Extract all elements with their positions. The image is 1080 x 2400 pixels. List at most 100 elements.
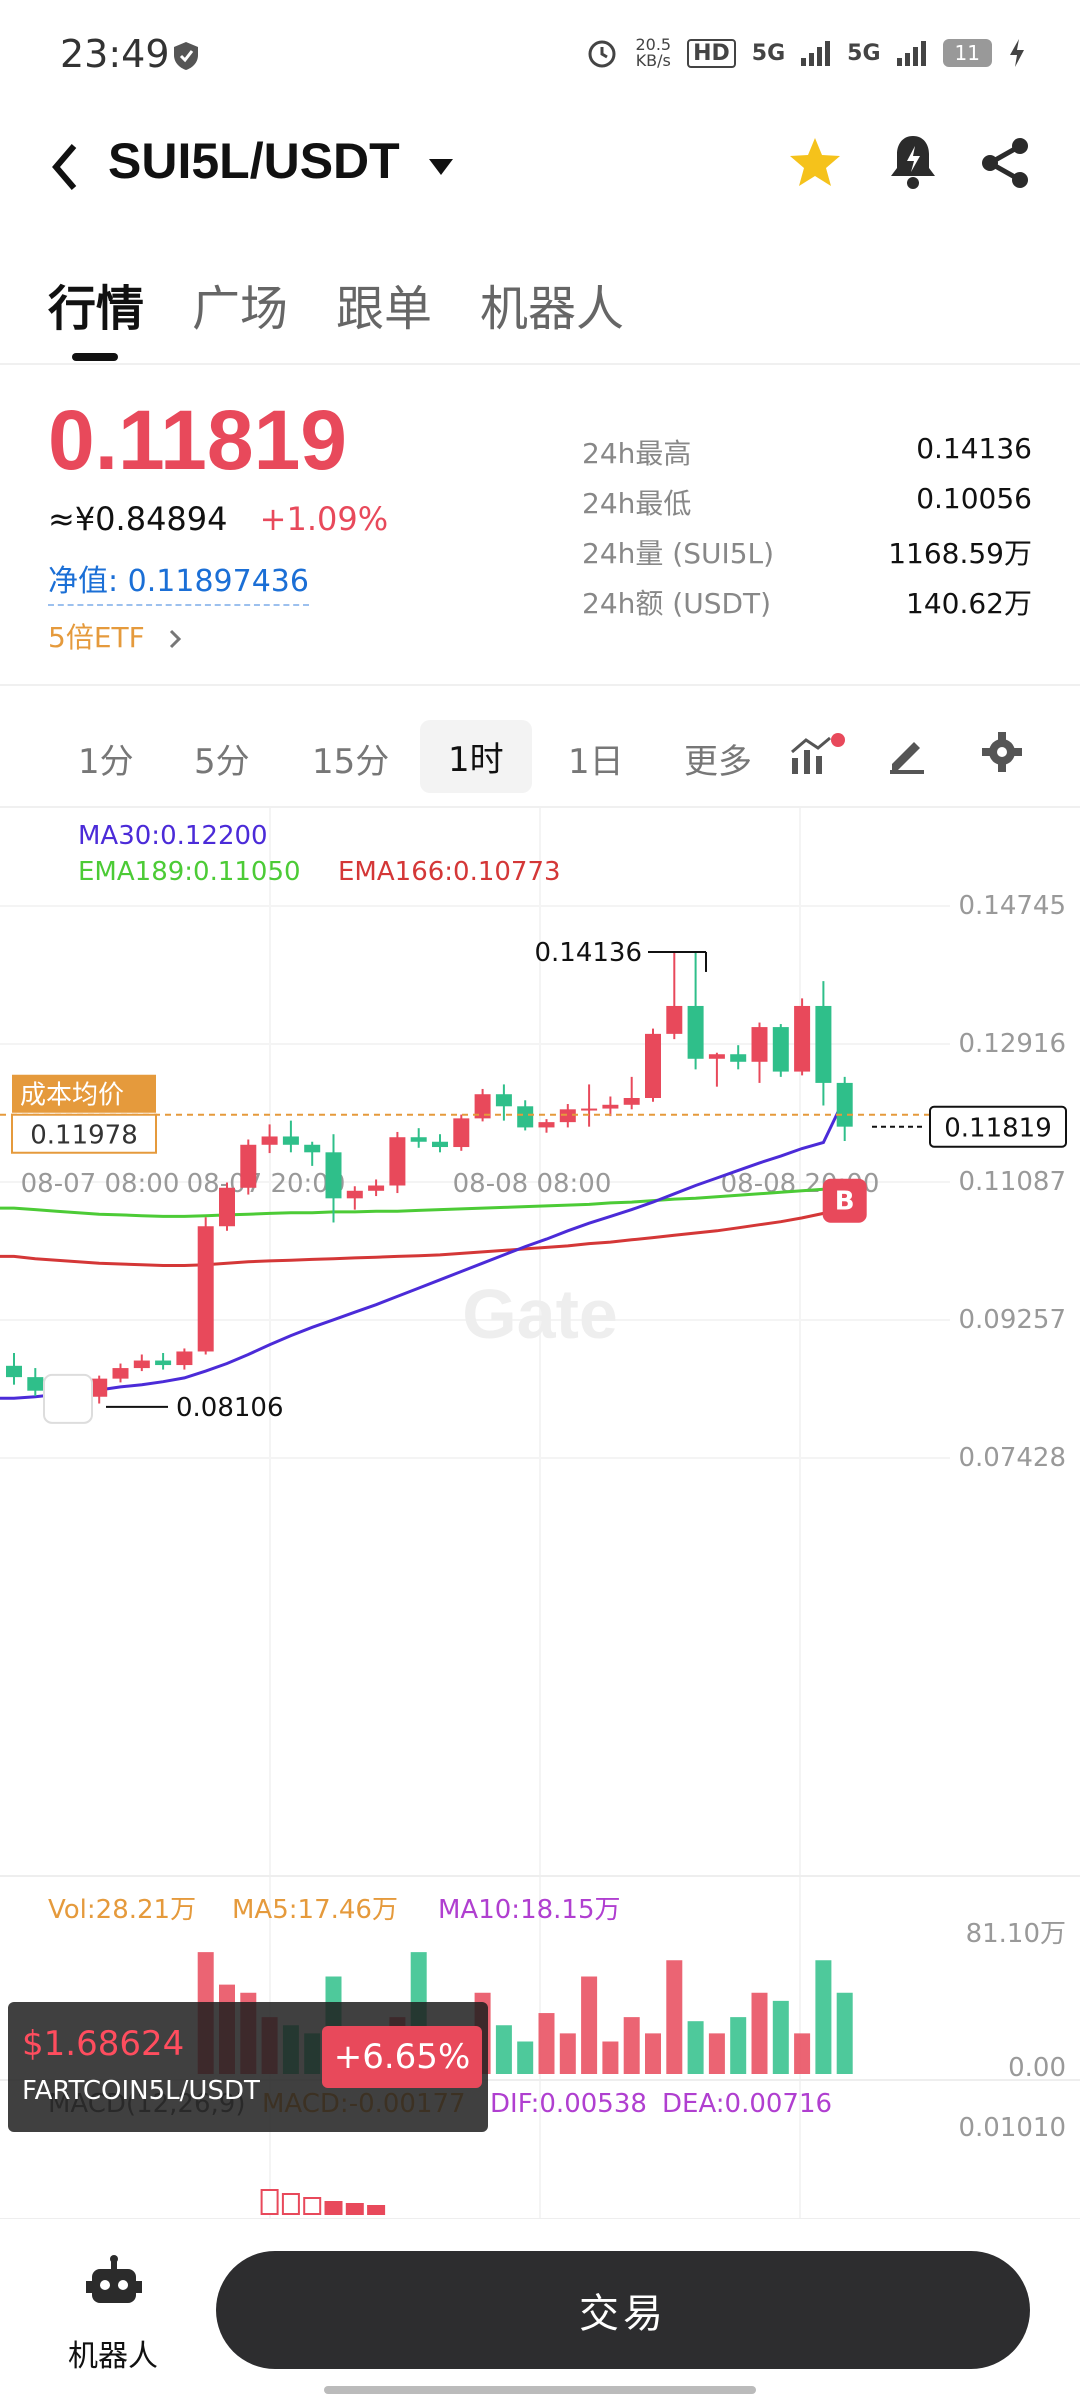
floating-price: $1.68624: [22, 2024, 185, 2064]
volume-bar: [794, 2033, 811, 2074]
volume-bar: [772, 2000, 789, 2074]
candle-body: [261, 1136, 278, 1145]
indicator-icon[interactable]: [790, 732, 846, 776]
interval-bar: 1分 5分 15分 1时 1日 更多: [0, 702, 1080, 802]
ema166-label: EMA166:0.10773: [338, 857, 561, 887]
candle-body: [517, 1106, 534, 1128]
candle-body: [325, 1152, 342, 1199]
tab-copy-trade[interactable]: 跟单: [336, 281, 433, 337]
volume-bar: [687, 2021, 704, 2074]
status-bar: 23:49 20.5 KB/s HD 5G 5G 11: [0, 0, 1080, 112]
robot-icon[interactable]: [86, 2255, 142, 2311]
candle-body: [112, 1368, 129, 1379]
vol-axis-top: 81.10万: [966, 1919, 1066, 1949]
back-arrow-icon[interactable]: [46, 140, 82, 194]
etf-link[interactable]: 5倍ETF: [48, 616, 182, 656]
candle-body: [240, 1144, 257, 1188]
hd-badge: HD: [687, 38, 736, 68]
macd-axis-top: 0.01010: [958, 2113, 1066, 2143]
dropdown-caret-icon[interactable]: [426, 156, 456, 178]
tab-market[interactable]: 行情: [48, 281, 145, 337]
chart-grid: [0, 808, 950, 2218]
pair-title[interactable]: SUI5L/USDT: [108, 133, 400, 189]
candle-body: [836, 1082, 853, 1127]
gear-icon[interactable]: [980, 730, 1024, 774]
stat-label: 24h最低: [582, 487, 692, 520]
price-tick: 0.09257: [958, 1305, 1066, 1335]
stat-value: 0.14136: [916, 432, 1032, 465]
candle-body: [495, 1094, 512, 1107]
interval-1m[interactable]: 1分: [78, 742, 134, 782]
cost-label-box: [12, 1074, 156, 1113]
volume-bar: [645, 2033, 661, 2074]
candle-body: [410, 1137, 427, 1142]
floating-pair: FARTCOIN5L/USDT: [22, 2076, 260, 2106]
cny-price: ≈¥0.84894: [48, 500, 228, 538]
price-tick: 0.11087: [958, 1167, 1066, 1197]
signal-bars-icon: [801, 41, 831, 66]
candle-body: [623, 1097, 640, 1105]
price-tick: 0.07428: [958, 1443, 1066, 1473]
share-icon[interactable]: [980, 136, 1032, 190]
candle-body: [346, 1190, 363, 1199]
dif-value: DIF:0.00538: [490, 2089, 647, 2119]
candle-body: [687, 1005, 704, 1059]
volume-bar: [666, 1960, 683, 2074]
stat-value: 0.10056: [916, 482, 1032, 515]
current-price-label: 0.11819: [944, 1114, 1052, 1144]
volume-bar: [559, 2033, 576, 2074]
candle-body: [6, 1365, 22, 1378]
stat-label: 24h最高: [582, 437, 692, 470]
tab-robot[interactable]: 机器人: [480, 281, 625, 337]
candle-body: [794, 1005, 811, 1072]
battery-icon: 11: [942, 39, 992, 67]
interval-1h[interactable]: 1时: [420, 720, 532, 793]
interval-5m[interactable]: 5分: [194, 742, 250, 782]
floating-ticker[interactable]: $1.68624 FARTCOIN5L/USDT +6.65%: [8, 2002, 488, 2132]
last-price: 0.11819: [48, 393, 348, 487]
home-indicator: [324, 2386, 756, 2394]
tab-underline: [72, 353, 118, 361]
macd-bar: [345, 2203, 364, 2215]
annotations: 0.14136 0.08106 成本均价 0.11978 0.11819 B: [0, 938, 1067, 1424]
main-tabs: 行情 广场 跟单 机器人: [0, 255, 1080, 365]
shield-icon: [174, 42, 198, 70]
expand-icon: [43, 1373, 93, 1424]
time-tick: 08-07 08:00: [21, 1169, 180, 1199]
header: SUI5L/USDT: [0, 112, 1080, 222]
alert-bell-icon[interactable]: [886, 132, 940, 192]
candle-body: [772, 1027, 789, 1072]
candle-body: [538, 1122, 555, 1128]
volume-bar: [602, 2041, 619, 2074]
candles: [6, 951, 853, 1407]
stat-label: 24h量 (SUI5L): [582, 537, 775, 570]
candle-body: [155, 1360, 172, 1366]
interval-15m[interactable]: 15分: [312, 742, 390, 782]
candle-body: [432, 1141, 448, 1148]
signal-2: 5G: [847, 40, 881, 66]
stat-row: 24h最低 0.10056: [582, 482, 1032, 532]
star-icon[interactable]: [786, 134, 844, 192]
nav-value[interactable]: 净值: 0.11897436: [48, 556, 309, 606]
buy-marker: [822, 1178, 867, 1223]
charging-icon: [1010, 39, 1024, 67]
signal-bars-icon: [896, 41, 926, 66]
status-icons: 20.5 KB/s HD 5G 5G 11: [585, 36, 1026, 70]
interval-1d[interactable]: 1日: [568, 742, 624, 782]
stat-row: 24h额 (USDT) 140.62万: [582, 582, 1032, 632]
ma30-label: MA30:0.12200: [78, 821, 268, 851]
buy-marker-label: B: [835, 1187, 855, 1217]
interval-more[interactable]: 更多: [684, 742, 752, 782]
price-sub-row: ≈¥0.84894 +1.09%: [48, 500, 388, 538]
vol-label: Vol:28.21万: [48, 1895, 196, 1925]
ema189-label: EMA189:0.11050: [78, 857, 301, 887]
trade-button[interactable]: 交易: [216, 2251, 1030, 2369]
draw-tool-icon[interactable]: [886, 732, 928, 774]
volume-bar: [730, 2017, 747, 2074]
tab-square[interactable]: 广场: [192, 281, 289, 337]
volume-bar: [815, 1960, 832, 2074]
robot-label[interactable]: 机器人: [68, 2339, 158, 2374]
chevron-right-icon: [169, 629, 181, 649]
ema166-line: [0, 1204, 846, 1267]
ma30-line: [0, 1097, 847, 1400]
